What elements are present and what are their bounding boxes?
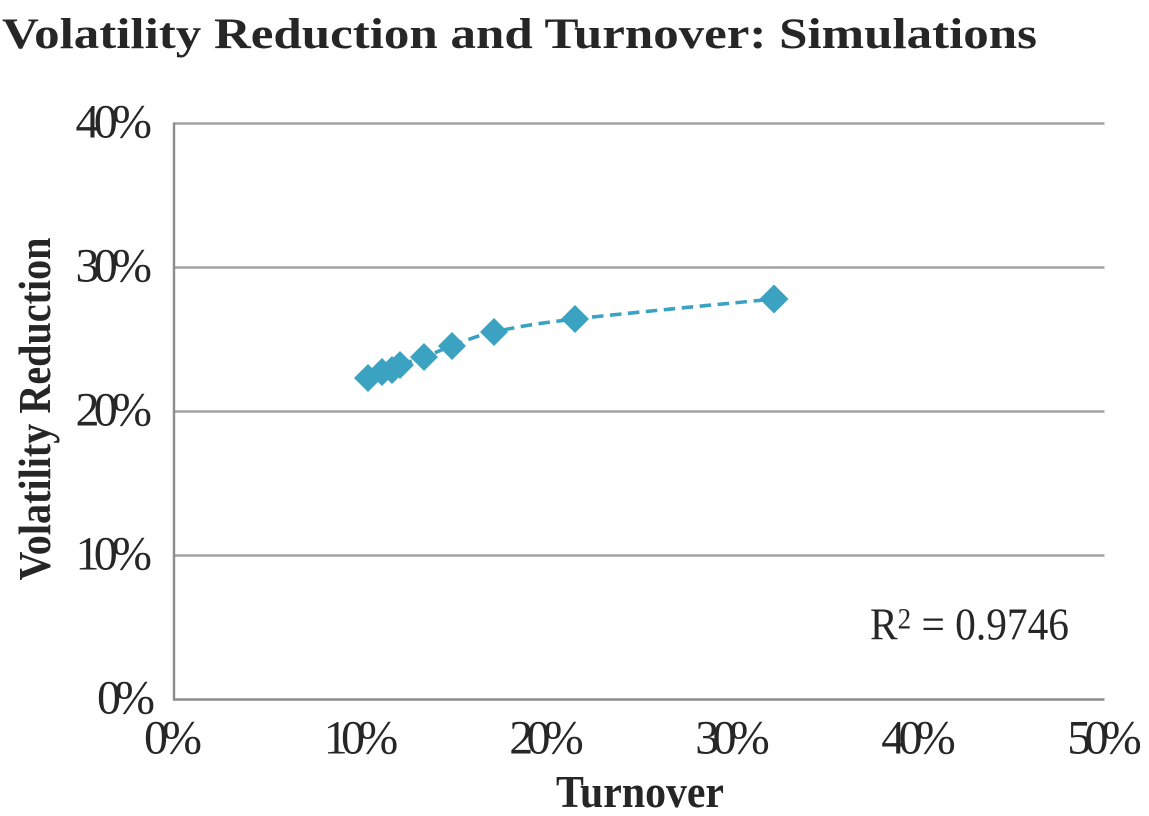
svg-text:40%: 40%: [76, 96, 153, 149]
svg-text:10%: 10%: [324, 712, 399, 765]
svg-text:Volatility Reduction: Volatility Reduction: [10, 238, 60, 581]
svg-text:0%: 0%: [144, 712, 202, 765]
svg-text:0%: 0%: [97, 672, 155, 725]
svg-text:30%: 30%: [76, 240, 153, 293]
svg-text:Turnover: Turnover: [556, 766, 724, 816]
svg-text:50%: 50%: [1067, 712, 1142, 765]
svg-text:30%: 30%: [695, 712, 770, 765]
svg-text:40%: 40%: [881, 712, 956, 765]
svg-text:20%: 20%: [76, 384, 153, 437]
svg-text:20%: 20%: [509, 712, 584, 765]
svg-text:10%: 10%: [76, 528, 153, 581]
svg-text:Volatility Reduction and Turno: Volatility Reduction and Turnover: Simul…: [2, 11, 1037, 58]
